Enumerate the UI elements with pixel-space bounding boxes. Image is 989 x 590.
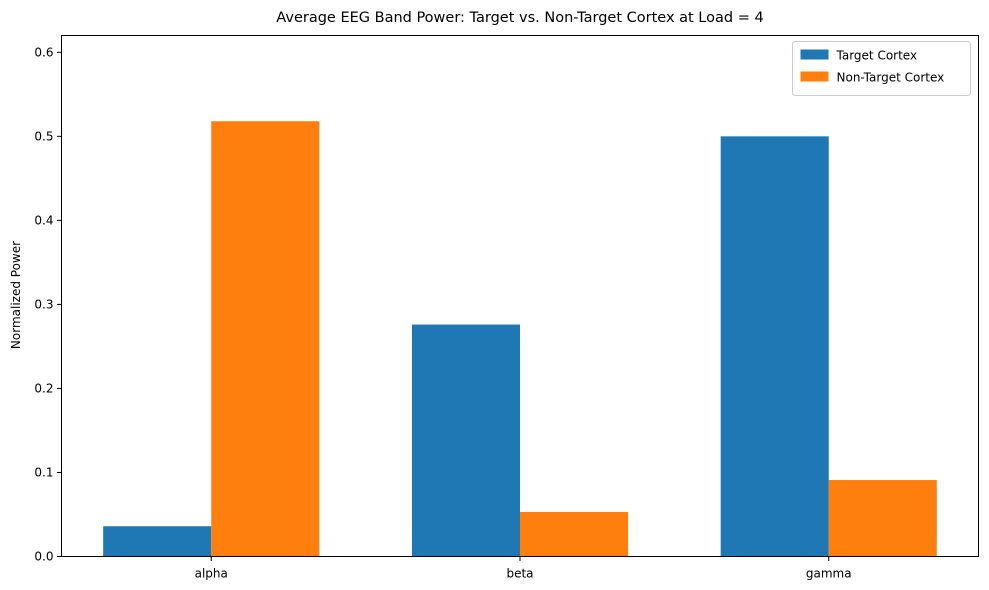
- y-tick-label: 0.4: [34, 213, 53, 227]
- legend-label-series-1: Target Cortex: [836, 49, 918, 63]
- y-tick-label: 0.5: [34, 129, 53, 143]
- x-tick-label-alpha: alpha: [195, 567, 228, 581]
- y-tick-label: 0.1: [34, 465, 53, 479]
- x-axis-ticks: alpha beta gamma: [195, 556, 852, 581]
- y-tick-label: 0.6: [34, 45, 53, 59]
- y-tick-label: 0.0: [34, 550, 53, 564]
- bars-group: [103, 121, 937, 557]
- x-tick-label-gamma: gamma: [806, 567, 852, 581]
- bar-gamma-series-1: [720, 136, 829, 557]
- legend-frame: [792, 41, 971, 96]
- y-tick-label: 0.2: [34, 381, 53, 395]
- legend-swatch-series-2: [800, 71, 829, 82]
- legend-swatch-series-1: [800, 49, 829, 60]
- bar-alpha-series-1: [103, 526, 212, 557]
- x-tick-label-beta: beta: [506, 567, 533, 581]
- bar-beta-series-1: [411, 324, 520, 557]
- chart-title: Average EEG Band Power: Target vs. Non-T…: [276, 10, 763, 26]
- legend: Target Cortex Non-Target Cortex: [792, 41, 971, 96]
- y-axis-label: Normalized Power: [9, 241, 23, 349]
- bar-alpha-series-2: [211, 121, 320, 557]
- y-tick-label: 0.3: [34, 297, 53, 311]
- y-axis-ticks: 0.0 0.1 0.2 0.3 0.4 0.5 0.6: [34, 45, 62, 564]
- bar-beta-series-2: [520, 511, 629, 557]
- legend-label-series-2: Non-Target Cortex: [837, 71, 945, 85]
- bar-gamma-series-2: [828, 480, 937, 557]
- plot-frame: [61, 35, 979, 557]
